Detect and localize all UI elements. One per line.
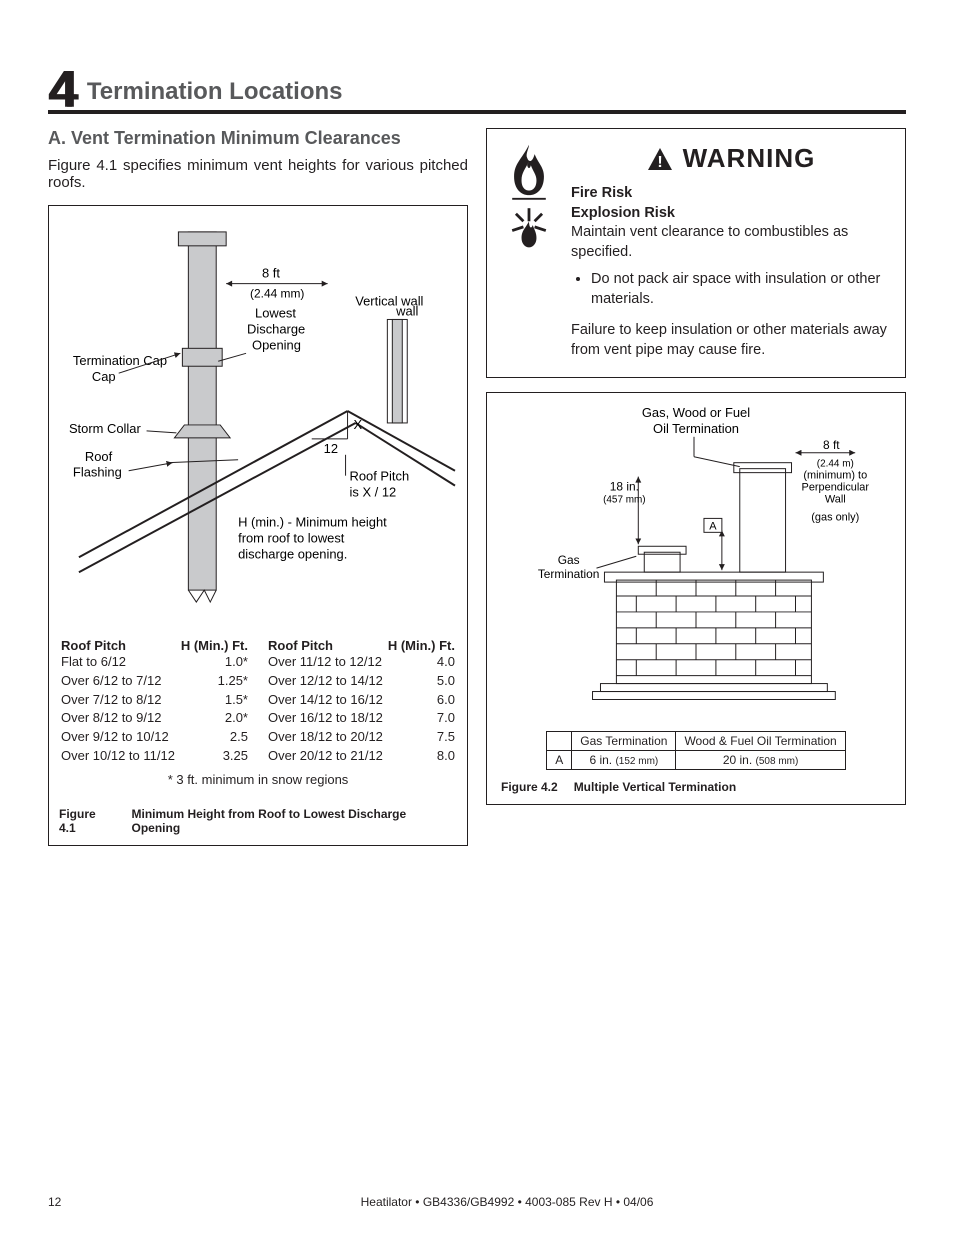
svg-text:Termination Cap: Termination Cap (73, 353, 167, 368)
explosion-risk-label: Explosion Risk (571, 204, 891, 224)
svg-text:Gas: Gas (558, 553, 580, 567)
warning-triangle-icon: ! (647, 147, 673, 171)
snow-footnote: * 3 ft. minimum in snow regions (59, 772, 457, 787)
figure-4-2-caption: Figure 4.2 Multiple Vertical Termination (497, 780, 895, 794)
svg-text:(gas only): (gas only) (811, 511, 859, 523)
section-header: 4 Termination Locations (48, 58, 906, 114)
svg-text:12: 12 (324, 441, 338, 456)
svg-text:Perpendicular: Perpendicular (802, 481, 870, 493)
figure-4-2-box: Gas, Wood or Fuel Oil Termination (486, 392, 906, 805)
svg-text:8 ft: 8 ft (823, 437, 840, 451)
svg-text:Flashing: Flashing (73, 465, 122, 480)
subhead-a: A. Vent Termination Minimum Clearances (48, 128, 468, 149)
section-number: 4 (48, 64, 77, 116)
warning-header: ! WARNING (571, 141, 891, 176)
svg-text:discharge opening.: discharge opening. (238, 546, 347, 561)
svg-text:Discharge: Discharge (247, 321, 305, 336)
svg-text:Oil Termination: Oil Termination (653, 420, 739, 435)
warning-icons (501, 141, 565, 258)
svg-text:Wall: Wall (825, 493, 846, 505)
page-footer: 12 Heatilator • GB4336/GB4992 • 4003-085… (48, 1195, 906, 1209)
svg-text:wall: wall (395, 303, 418, 318)
svg-text:from roof to lowest: from roof to lowest (238, 530, 345, 545)
doc-id: Heatilator • GB4336/GB4992 • 4003-085 Re… (108, 1195, 906, 1209)
figure-4-1-caption: Figure 4.1 Minimum Height from Roof to L… (59, 807, 457, 835)
svg-text:Roof Pitch: Roof Pitch (350, 469, 410, 484)
svg-text:A: A (709, 520, 717, 532)
svg-text:Lowest: Lowest (255, 305, 296, 320)
svg-text:X: X (354, 417, 363, 432)
svg-text:Cap: Cap (92, 369, 116, 384)
warning-line2: Failure to keep insulation or other mate… (571, 321, 891, 360)
termination-table: Gas Termination Wood & Fuel Oil Terminat… (546, 731, 845, 770)
roof-pitch-table: Roof PitchH (Min.) Ft. Flat to 6/121.0* … (59, 638, 457, 766)
svg-text:(2.44 m): (2.44 m) (817, 458, 854, 469)
svg-text:H (min.) - Minimum height: H (min.) - Minimum height (238, 514, 387, 529)
svg-text:8 ft: 8 ft (262, 266, 280, 281)
svg-text:(2.44 mm): (2.44 mm) (250, 287, 304, 301)
warning-title: WARNING (683, 141, 816, 176)
svg-text:Gas, Wood or Fuel: Gas, Wood or Fuel (642, 405, 750, 420)
page-number: 12 (48, 1195, 108, 1209)
svg-text:!: ! (657, 154, 662, 171)
svg-text:(457 mm): (457 mm) (603, 494, 646, 505)
svg-text:(minimum) to: (minimum) to (803, 469, 867, 481)
fire-risk-label: Fire Risk (571, 184, 891, 204)
svg-text:Termination: Termination (538, 567, 600, 581)
warning-line1: Maintain vent clearance to combustibles … (571, 224, 848, 260)
intro-text: Figure 4.1 specifies minimum vent height… (48, 157, 468, 191)
svg-text:Opening: Opening (252, 337, 301, 352)
figure-4-1-diagram: 8 ft (2.44 mm) Lowest Discharge Opening … (59, 214, 457, 632)
warning-box: ! WARNING Fire Risk Explosion Risk Maint… (486, 128, 906, 378)
svg-text:is X / 12: is X / 12 (350, 485, 397, 500)
svg-text:Storm Collar: Storm Collar (69, 421, 141, 436)
warning-bullet: Do not pack air space with insulation or… (591, 270, 891, 309)
figure-4-2-diagram: Gas, Wood or Fuel Oil Termination (497, 401, 895, 729)
svg-text:Roof: Roof (85, 449, 113, 464)
svg-text:18 in.: 18 in. (610, 479, 639, 493)
figure-4-1-box: 8 ft (2.44 mm) Lowest Discharge Opening … (48, 205, 468, 846)
section-title: Termination Locations (87, 78, 343, 106)
